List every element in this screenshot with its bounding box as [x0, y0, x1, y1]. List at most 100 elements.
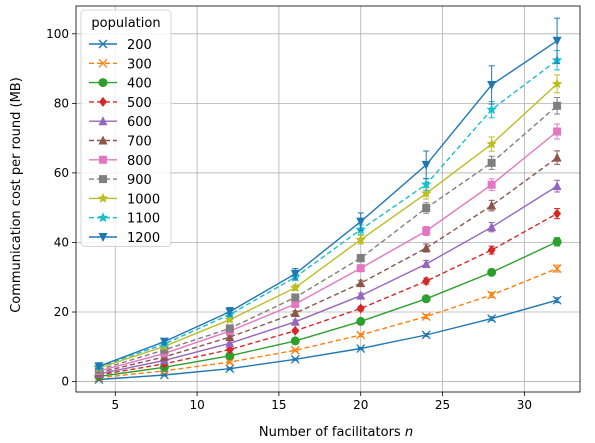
x-tick-label: 10 [189, 398, 204, 412]
x-marker [552, 264, 562, 274]
legend-label: 700 [127, 135, 152, 150]
legend-item-1000: 1000 [89, 192, 160, 207]
square-marker [291, 300, 300, 309]
x-marker [356, 344, 366, 353]
y-tick-label: 0 [61, 375, 69, 389]
legend-label: 600 [127, 115, 152, 130]
x-marker [421, 312, 431, 321]
x-marker [225, 364, 235, 374]
star-marker [421, 187, 432, 198]
triangle-down-marker [98, 233, 108, 242]
series-line [98, 241, 558, 378]
triangle-up-marker [225, 332, 235, 342]
star-marker [97, 192, 109, 203]
square-marker [291, 293, 300, 302]
triangle-down-marker [421, 160, 431, 170]
data-series [93, 17, 563, 384]
series-line [98, 185, 558, 375]
plot-frame [75, 5, 581, 393]
legend-item-1100: 1100 [89, 212, 160, 227]
x-marker-stroke [290, 354, 300, 364]
diamond-marker [291, 325, 300, 336]
legend-item-500: 500 [89, 96, 152, 111]
y-tick-label: 40 [54, 235, 69, 249]
x-marker [487, 290, 497, 300]
legend-label: 1100 [127, 212, 160, 227]
series-line [98, 105, 558, 371]
legend-label: 500 [127, 96, 152, 111]
x-axis-variable: n [405, 425, 413, 440]
x-marker-stroke [487, 290, 497, 300]
x-tick-label: 20 [353, 398, 368, 412]
triangle-up-marker [421, 259, 431, 269]
series-line [98, 157, 558, 374]
x-marker [98, 39, 108, 49]
x-marker-stroke [421, 330, 431, 340]
triangle-up-marker [356, 290, 366, 300]
diamond-marker [422, 276, 431, 287]
y-tick-label: 20 [54, 305, 69, 319]
x-axis-label: Number of facilitators n [259, 425, 413, 440]
legend-label: 300 [127, 57, 152, 72]
triangle-up-marker [225, 338, 235, 348]
x-marker [421, 330, 431, 340]
triangle-down-marker [225, 307, 235, 317]
x-marker [290, 354, 300, 364]
legend-label: 200 [127, 38, 152, 53]
series-line [98, 59, 558, 368]
legend: population 200 300 400 500 600 700 800 900 1000 11… [80, 9, 172, 247]
y-tick-label: 60 [54, 166, 69, 180]
x-marker-stroke [356, 344, 366, 353]
x-marker-stroke [290, 345, 300, 355]
x-tick-label: 5 [111, 398, 119, 412]
triangle-up-marker [487, 200, 497, 210]
x-marker [98, 58, 108, 68]
triangle-up-marker [98, 116, 108, 126]
legend-box [80, 9, 172, 247]
square-marker [422, 204, 431, 213]
legend-item-400: 400 [89, 77, 152, 92]
star-marker [290, 282, 301, 293]
legend-item-300: 300 [89, 57, 152, 72]
legend-item-600: 600 [89, 115, 152, 130]
triangle-down-marker [290, 269, 300, 279]
x-marker [356, 330, 366, 340]
y-tick-label: 80 [54, 96, 69, 110]
square-marker [553, 101, 562, 110]
series-line [98, 130, 558, 372]
x-marker-stroke [98, 58, 108, 68]
triangle-up-marker [356, 278, 366, 288]
x-tick-label: 25 [435, 398, 450, 412]
series-1200 [94, 17, 562, 372]
diamond-marker [487, 245, 496, 256]
square-marker [487, 158, 496, 167]
series-300 [94, 264, 562, 383]
x-marker-stroke [421, 312, 431, 321]
legend-label: 400 [127, 77, 152, 92]
circle-marker [98, 78, 108, 88]
diamond-marker [356, 303, 365, 314]
triangle-up-marker [552, 181, 562, 191]
triangle-up-marker [290, 316, 300, 326]
legend-label: 1200 [127, 231, 160, 246]
series-1000 [93, 74, 563, 373]
legend-label: 1000 [127, 192, 160, 207]
legend-label: 800 [127, 154, 152, 169]
star-marker [551, 78, 563, 89]
star-marker [97, 212, 109, 223]
x-tick-label: 30 [517, 398, 532, 412]
series-700 [94, 150, 562, 377]
triangle-down-marker [159, 337, 169, 347]
x-marker [290, 345, 300, 355]
circle-marker [290, 336, 300, 346]
square-marker [356, 264, 365, 273]
star-marker [421, 178, 432, 189]
legend-title: population [91, 16, 160, 31]
square-marker [356, 254, 365, 263]
circle-marker [225, 351, 235, 361]
triangle-up-marker [552, 152, 562, 162]
square-marker [160, 345, 169, 354]
x-marker-stroke [356, 330, 366, 340]
